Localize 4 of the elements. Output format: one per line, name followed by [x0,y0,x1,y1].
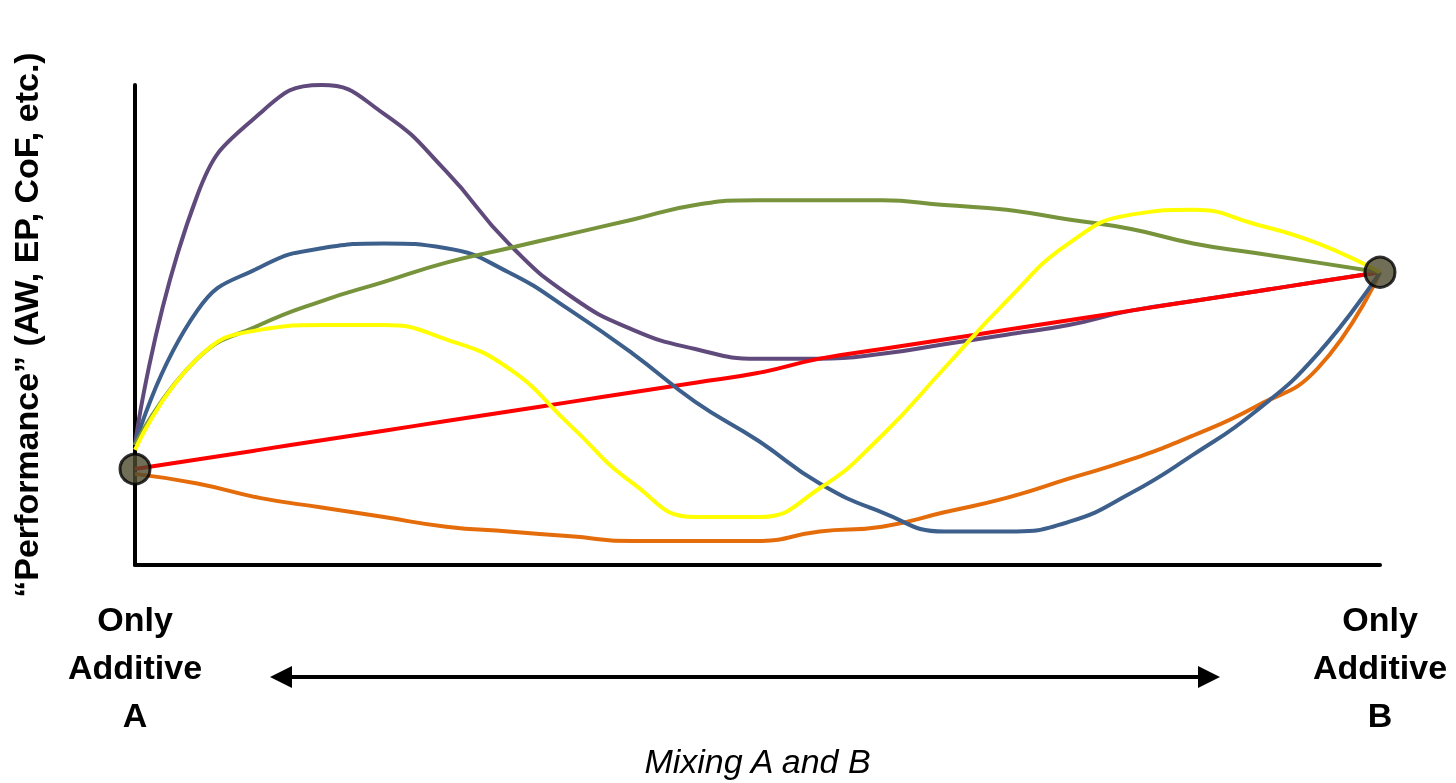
y-axis-title: “Performance” (AW, EP, CoF, etc.) [7,52,45,598]
x-tick-label: Only Additive A [67,600,203,735]
x-tick-label: Only Additive B [1312,600,1448,735]
x-axis-title: Mixing A and B [644,742,871,780]
